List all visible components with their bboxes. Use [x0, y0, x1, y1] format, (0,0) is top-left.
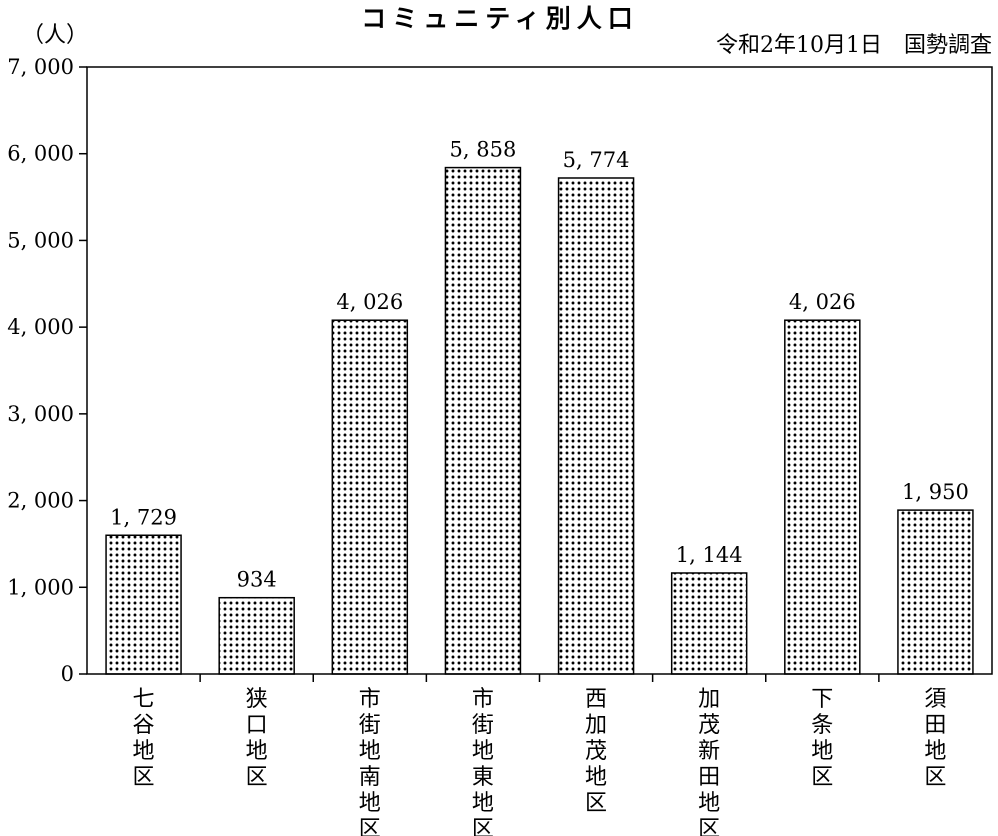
bar — [105, 534, 182, 675]
bar — [897, 509, 974, 675]
bar — [784, 319, 861, 675]
y-tick-label: 2, 000 — [7, 489, 74, 513]
x-tick-char: 茂 — [698, 713, 720, 738]
x-tick-char: 区 — [698, 817, 720, 836]
x-tick-char: 市 — [359, 687, 381, 712]
y-tick-label: 3, 000 — [7, 402, 74, 426]
bar — [444, 166, 522, 675]
y-ticks: 0 1, 000 2, 000 3, 000 4, 000 5, 000 6, 000 7, … — [7, 55, 87, 686]
bars: 1, 729 934 4, 026 5, 858 5, 774 1, 144 4, 026 1… — [105, 138, 974, 675]
x-tick-char: 地 — [924, 739, 946, 764]
data-label: 4, 026 — [789, 290, 856, 314]
data-label: 5, 858 — [450, 138, 517, 162]
x-tick-char: 新 — [698, 739, 720, 764]
x-tick-char: 茂 — [585, 739, 607, 764]
x-tick-char: 街 — [472, 713, 494, 738]
x-tick-char: 地 — [246, 739, 268, 764]
x-tick-char: 西 — [585, 687, 607, 712]
chart-subtitle: 令和2年10月1日 国勢調査 — [716, 33, 992, 58]
y-tick-label: 5, 000 — [7, 228, 74, 252]
x-tick-char: 七 — [133, 687, 155, 712]
x-tick-char: 南 — [359, 765, 381, 790]
y-axis-label: （人） — [22, 23, 88, 48]
data-label: 5, 774 — [563, 148, 630, 172]
x-tick-char: 下 — [811, 687, 833, 712]
y-tick-label: 4, 000 — [7, 315, 74, 339]
bar — [557, 177, 635, 675]
data-label: 1, 144 — [676, 543, 743, 567]
x-tick-char: 区 — [585, 791, 607, 816]
chart-title: コミュニティ別人口 — [361, 4, 639, 33]
x-tick-char: 地 — [472, 739, 494, 764]
x-tick-char: 市 — [472, 687, 494, 712]
x-tick-char: 狭 — [246, 687, 268, 712]
x-tick-char: 街 — [359, 713, 381, 738]
data-label: 1, 950 — [902, 480, 969, 504]
y-tick-label: 0 — [61, 662, 74, 686]
bar — [218, 596, 295, 675]
axes — [86, 66, 993, 675]
x-tick-char: 区 — [133, 765, 155, 790]
x-tick-char: 須 — [924, 687, 946, 712]
x-tick-char: 地 — [811, 739, 833, 764]
data-label: 4, 026 — [336, 290, 403, 314]
x-tick-char: 区 — [359, 817, 381, 836]
x-tick-char: 谷 — [133, 713, 155, 738]
x-tick-char: 口 — [246, 713, 268, 738]
y-tick-label: 7, 000 — [7, 55, 74, 79]
x-tick-char: 地 — [585, 765, 607, 790]
plot-frame — [86, 66, 993, 675]
x-tick-char: 地 — [133, 739, 155, 764]
x-tick-char: 加 — [698, 687, 720, 712]
data-label: 934 — [237, 568, 277, 592]
y-tick-label: 1, 000 — [7, 575, 74, 599]
x-tick-char: 東 — [472, 765, 494, 790]
bar — [331, 319, 409, 675]
x-tick-char: 地 — [359, 739, 381, 764]
x-tick-char: 加 — [585, 713, 607, 738]
x-tick-char: 地 — [359, 791, 381, 816]
x-tick-char: 区 — [472, 817, 494, 836]
x-tick-char: 田 — [924, 713, 946, 738]
x-tick-char: 地 — [472, 791, 494, 816]
x-tick-char: 区 — [811, 765, 833, 790]
data-label: 1, 729 — [110, 505, 177, 529]
x-tick-char: 区 — [246, 765, 268, 790]
x-tick-char: 区 — [924, 765, 946, 790]
x-tick-char: 条 — [811, 713, 833, 738]
x-tick-char: 田 — [698, 765, 720, 790]
x-tick-char: 地 — [698, 791, 720, 816]
bar — [670, 572, 748, 675]
y-tick-label: 6, 000 — [7, 142, 74, 166]
